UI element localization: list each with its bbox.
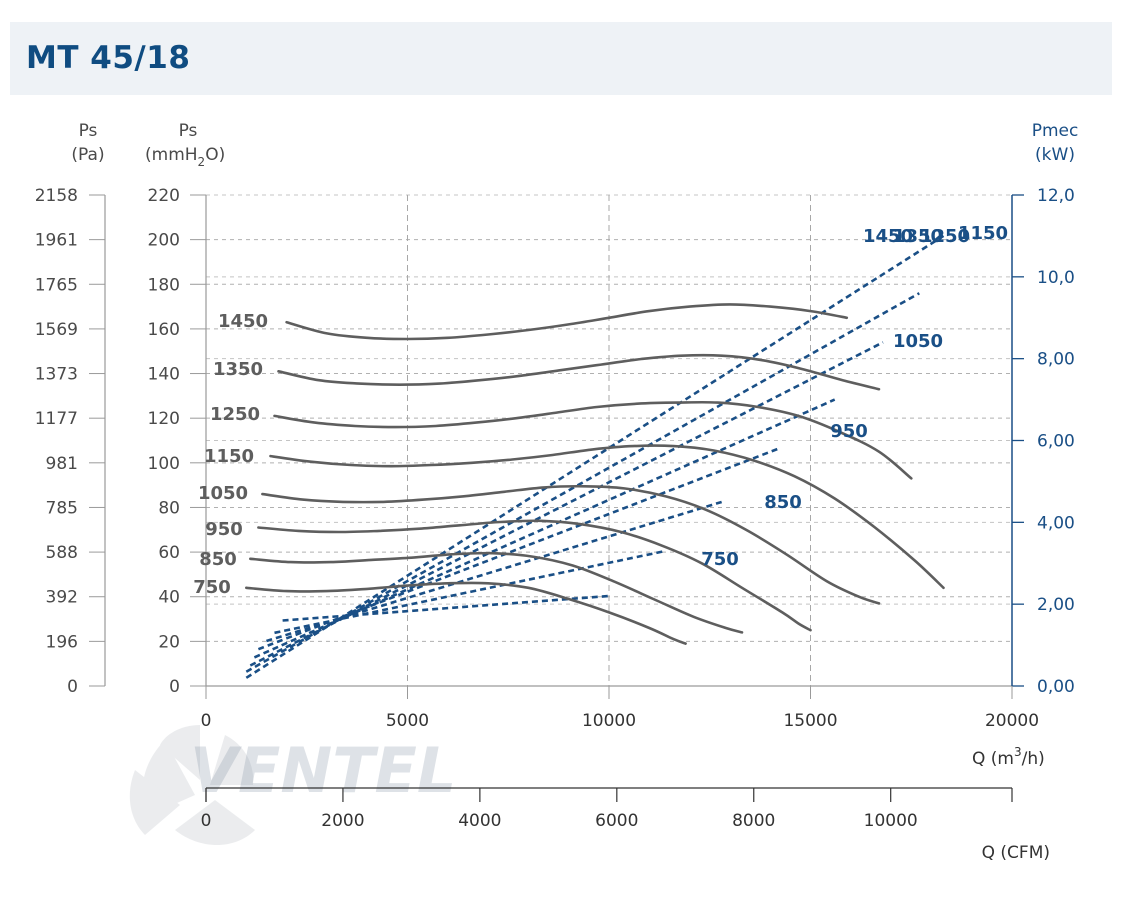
cfm-tick-label: 2000 [321,811,364,831]
pressure-curve-label-1350: 1350 [213,359,263,380]
pa-tick-label: 1961 [35,231,78,251]
mmh2o-axis-title: Ps [179,121,198,141]
pmec-tick-label: 2,00 [1037,595,1075,615]
cfm-tick-label: 10000 [864,811,918,831]
pmec-tick-label: 12,0 [1037,186,1075,206]
pmec-axis-title: Pmec [1032,121,1079,141]
x-tick-label: 10000 [582,711,636,731]
pmec-tick-label: 4,00 [1037,513,1075,533]
x-tick-label: 5000 [386,711,429,731]
pmec-axis-unit: (kW) [1035,145,1075,165]
mmh2o-tick-label: 180 [148,275,180,295]
mmh2o-axis-unit: (mmH2O) [145,145,225,169]
power-curve-label-850: 850 [764,492,802,513]
pressure-curve-label-1050: 1050 [198,483,248,504]
x-tick-label: 0 [201,711,212,731]
pa-tick-label: 981 [46,454,78,474]
header-bar: MT 45/18 [10,22,1112,95]
mmh2o-tick-label: 100 [148,454,180,474]
mmh2o-tick-label: 160 [148,320,180,340]
pressure-curve-1450 [285,303,849,341]
pa-tick-label: 196 [46,632,78,652]
power-curve-label-750: 750 [701,549,739,570]
pressure-curve-label-850: 850 [199,549,237,570]
power-curve-1450 [245,234,945,679]
mmh2o-tick-label: 120 [148,409,180,429]
mmh2o-tick-label: 200 [148,231,180,251]
x-tick-label: 15000 [783,711,837,731]
mmh2o-tick-label: 80 [158,498,180,518]
pa-axis-unit: (Pa) [71,145,104,165]
pressure-curve-label-750: 750 [193,577,231,598]
power-curve-label-1250: 1250 [920,226,970,247]
mmh2o-tick-label: 40 [158,588,180,608]
power-curve-1050 [257,447,779,651]
pressure-curve-1250 [273,400,913,480]
pa-axis-title: Ps [79,121,98,141]
pa-tick-label: 0 [67,677,78,697]
pa-tick-label: 1177 [35,409,78,429]
power-curve-label-1350: 1350 [893,226,943,247]
pressure-curve-750 [245,581,687,645]
pmec-tick-label: 6,00 [1037,432,1075,452]
page-title: MT 45/18 [26,40,191,76]
pa-tick-label: 588 [46,543,78,563]
pressure-curve-label-950: 950 [205,519,243,540]
power-curve-1350 [245,292,920,673]
mmh2o-tick-label: 60 [158,543,180,563]
cfm-axis-title: Q (CFM) [982,843,1050,863]
pa-tick-label: 785 [46,498,78,518]
pa-tick-label: 1569 [35,320,78,340]
x-axis-title: Q (m3/h) [972,745,1045,769]
power-curve-1150 [253,398,836,659]
pmec-tick-label: 10,0 [1037,268,1075,288]
pmec-tick-label: 0,00 [1037,677,1075,697]
pa-tick-label: 1765 [35,275,78,295]
power-curve-label-1150: 1150 [958,223,1008,244]
power-curve-label-950: 950 [830,421,868,442]
mmh2o-tick-label: 220 [148,186,180,206]
power-curve-750 [282,594,610,622]
power-curve-label-1050: 1050 [893,331,943,352]
watermark-text: VENTEL [190,734,456,807]
power-curve-950 [266,500,723,643]
cfm-tick-label: 0 [201,811,212,831]
pa-tick-label: 392 [46,588,78,608]
pmec-tick-label: 8,00 [1037,350,1075,370]
pa-tick-label: 2158 [35,186,78,206]
power-curve-850 [274,549,666,635]
cfm-tick-label: 4000 [458,811,501,831]
pressure-curve-label-1150: 1150 [204,446,254,467]
pressure-curve-1350 [277,353,881,391]
mmh2o-tick-label: 0 [169,677,180,697]
mmh2o-tick-label: 140 [148,365,180,385]
pressure-curve-label-1450: 1450 [218,311,268,332]
mmh2o-tick-label: 20 [158,632,180,652]
pa-tick-label: 1373 [35,365,78,385]
pressure-curve-1050 [261,484,881,605]
power-curve-label-1450: 1450 [863,226,913,247]
cfm-tick-label: 8000 [732,811,775,831]
pressure-curve-950 [257,519,812,632]
ventel-logo-watermark: VENTEL [129,725,456,845]
pressure-curve-label-1250: 1250 [210,404,260,425]
cfm-tick-label: 6000 [595,811,638,831]
x-tick-label: 20000 [985,711,1039,731]
pressure-curve-850 [249,551,744,634]
pressure-curve-1150 [269,444,945,590]
